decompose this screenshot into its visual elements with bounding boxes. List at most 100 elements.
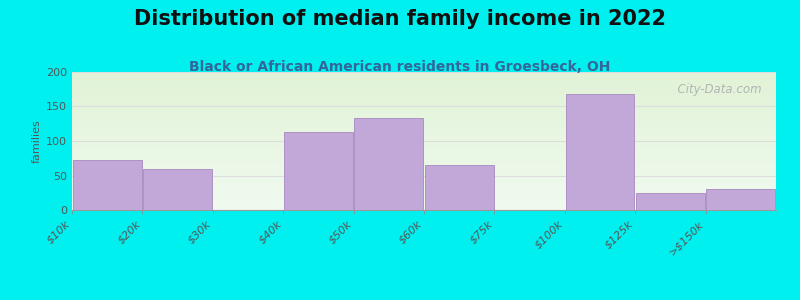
- Bar: [72, 198, 776, 199]
- Bar: [72, 206, 776, 207]
- Bar: [72, 149, 776, 150]
- Bar: [72, 186, 776, 187]
- Bar: [72, 209, 776, 210]
- Bar: [72, 156, 776, 157]
- Bar: [72, 199, 776, 200]
- Bar: [72, 146, 776, 147]
- Bar: [72, 99, 776, 100]
- Bar: [72, 193, 776, 194]
- Bar: [72, 73, 776, 74]
- Bar: [72, 183, 776, 184]
- Bar: [72, 190, 776, 191]
- Bar: [72, 194, 776, 195]
- Bar: [72, 161, 776, 162]
- Bar: [72, 104, 776, 105]
- Bar: [72, 95, 776, 96]
- Bar: [72, 138, 776, 139]
- Bar: [72, 180, 776, 181]
- Bar: [72, 182, 776, 183]
- Bar: [72, 207, 776, 208]
- Bar: [72, 94, 776, 95]
- Bar: [425, 165, 494, 210]
- Bar: [72, 136, 776, 137]
- Bar: [72, 204, 776, 205]
- Bar: [72, 151, 776, 152]
- Bar: [72, 128, 776, 129]
- Bar: [72, 76, 776, 77]
- Bar: [72, 106, 776, 107]
- Bar: [72, 129, 776, 130]
- Bar: [72, 80, 776, 81]
- Bar: [72, 135, 776, 136]
- Bar: [72, 87, 776, 88]
- Bar: [72, 177, 776, 178]
- Bar: [72, 93, 776, 94]
- Bar: [72, 133, 776, 134]
- Bar: [72, 140, 776, 141]
- Bar: [72, 117, 776, 118]
- Bar: [72, 159, 776, 160]
- Bar: [72, 107, 776, 108]
- Bar: [72, 188, 776, 189]
- Bar: [72, 171, 776, 172]
- Bar: [72, 160, 776, 161]
- Bar: [72, 192, 776, 193]
- Bar: [72, 181, 776, 182]
- Bar: [72, 179, 776, 180]
- Bar: [72, 170, 776, 171]
- Bar: [72, 102, 776, 103]
- Bar: [73, 160, 142, 210]
- Bar: [72, 88, 776, 89]
- Bar: [72, 90, 776, 91]
- Bar: [72, 98, 776, 99]
- Bar: [72, 121, 776, 122]
- Bar: [72, 196, 776, 197]
- Bar: [72, 150, 776, 151]
- Bar: [72, 155, 776, 156]
- Bar: [72, 168, 776, 169]
- Bar: [72, 184, 776, 185]
- Bar: [72, 154, 776, 155]
- Bar: [72, 172, 776, 173]
- Bar: [72, 115, 776, 116]
- Bar: [72, 124, 776, 125]
- Text: City-Data.com: City-Data.com: [670, 83, 762, 96]
- Bar: [72, 130, 776, 131]
- Bar: [354, 118, 423, 210]
- Bar: [72, 139, 776, 140]
- Bar: [72, 152, 776, 153]
- Bar: [72, 77, 776, 78]
- Bar: [72, 100, 776, 101]
- Bar: [72, 147, 776, 148]
- Bar: [72, 167, 776, 168]
- Bar: [72, 126, 776, 127]
- Bar: [72, 72, 776, 73]
- Bar: [284, 132, 353, 210]
- Bar: [72, 143, 776, 144]
- Y-axis label: families: families: [32, 119, 42, 163]
- Bar: [72, 157, 776, 158]
- Bar: [72, 153, 776, 154]
- Bar: [72, 91, 776, 92]
- Bar: [72, 122, 776, 123]
- Bar: [72, 112, 776, 113]
- Bar: [72, 208, 776, 209]
- Bar: [72, 202, 776, 203]
- Bar: [72, 195, 776, 196]
- Bar: [72, 132, 776, 133]
- Bar: [72, 131, 776, 132]
- Bar: [72, 169, 776, 170]
- Bar: [72, 105, 776, 106]
- Bar: [72, 113, 776, 114]
- Bar: [72, 187, 776, 188]
- Bar: [72, 119, 776, 120]
- Bar: [72, 84, 776, 85]
- Bar: [72, 185, 776, 186]
- Bar: [72, 141, 776, 142]
- Bar: [72, 134, 776, 135]
- Bar: [72, 86, 776, 87]
- Bar: [72, 108, 776, 109]
- Bar: [72, 205, 776, 206]
- Bar: [72, 201, 776, 202]
- Bar: [72, 176, 776, 177]
